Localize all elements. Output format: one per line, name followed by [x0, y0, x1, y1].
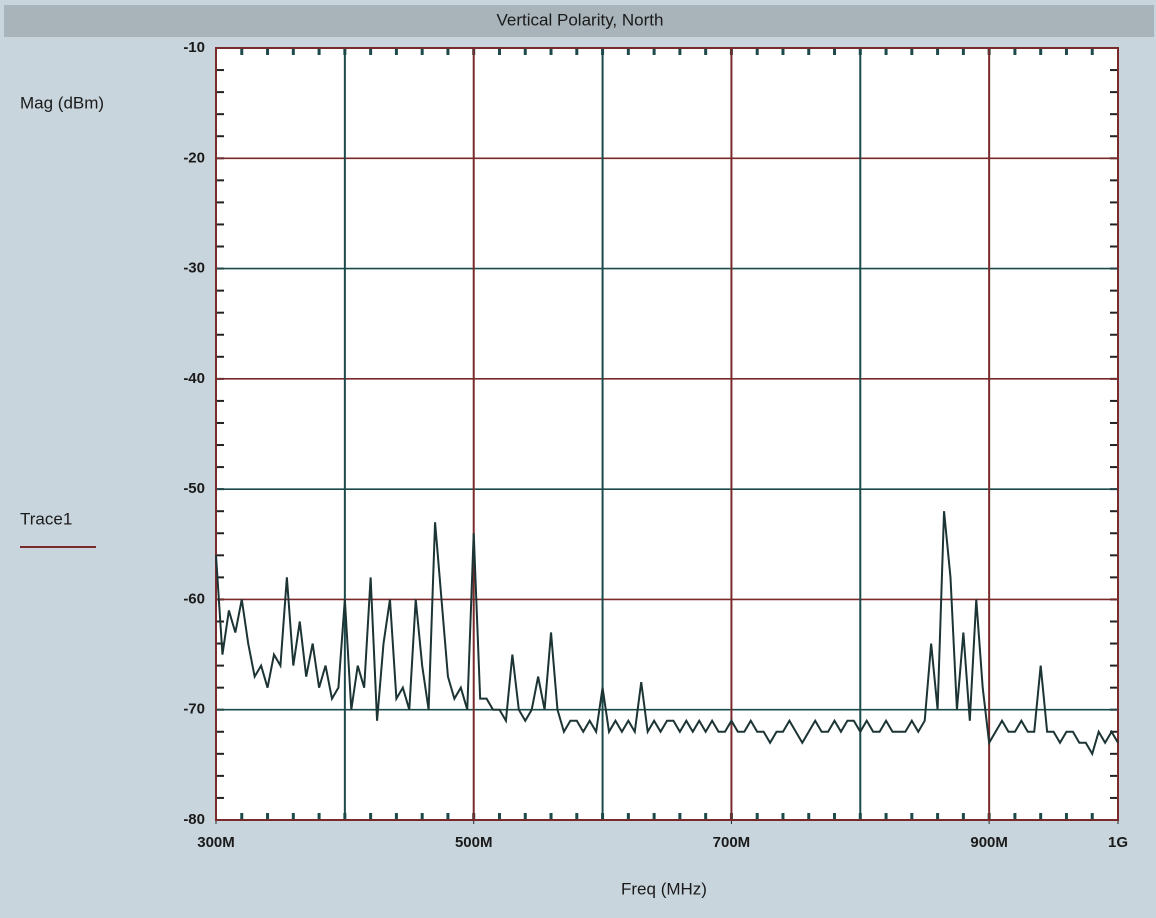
- x-axis-label: Freq (MHz): [621, 879, 707, 898]
- x-tick-label: 1G: [1108, 834, 1128, 851]
- y-tick-label: -70: [183, 701, 205, 718]
- x-tick-label: 500M: [455, 834, 493, 851]
- y-tick-label: -40: [183, 370, 205, 387]
- y-tick-label: -30: [183, 260, 205, 277]
- x-tick-label: 900M: [970, 834, 1008, 851]
- trace-line: [215, 511, 1119, 757]
- y-axis-label: Mag (dBm): [20, 93, 104, 112]
- x-tick-label: 700M: [713, 834, 751, 851]
- plot-border: [215, 47, 1119, 821]
- y-tick-label: -10: [183, 39, 205, 56]
- y-tick-label: -20: [183, 149, 205, 166]
- y-tick-label: -50: [183, 480, 205, 497]
- y-tick-label: -80: [183, 811, 205, 828]
- chart-title: Vertical Polarity, North: [497, 10, 664, 29]
- y-tick-label: -60: [183, 590, 205, 607]
- x-tick-label: 300M: [197, 834, 235, 851]
- legend-label: Trace1: [20, 509, 72, 528]
- title-bar: [4, 5, 1154, 37]
